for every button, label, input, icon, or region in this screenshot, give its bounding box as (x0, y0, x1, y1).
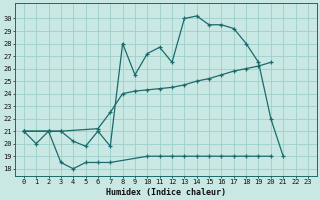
X-axis label: Humidex (Indice chaleur): Humidex (Indice chaleur) (106, 188, 226, 197)
